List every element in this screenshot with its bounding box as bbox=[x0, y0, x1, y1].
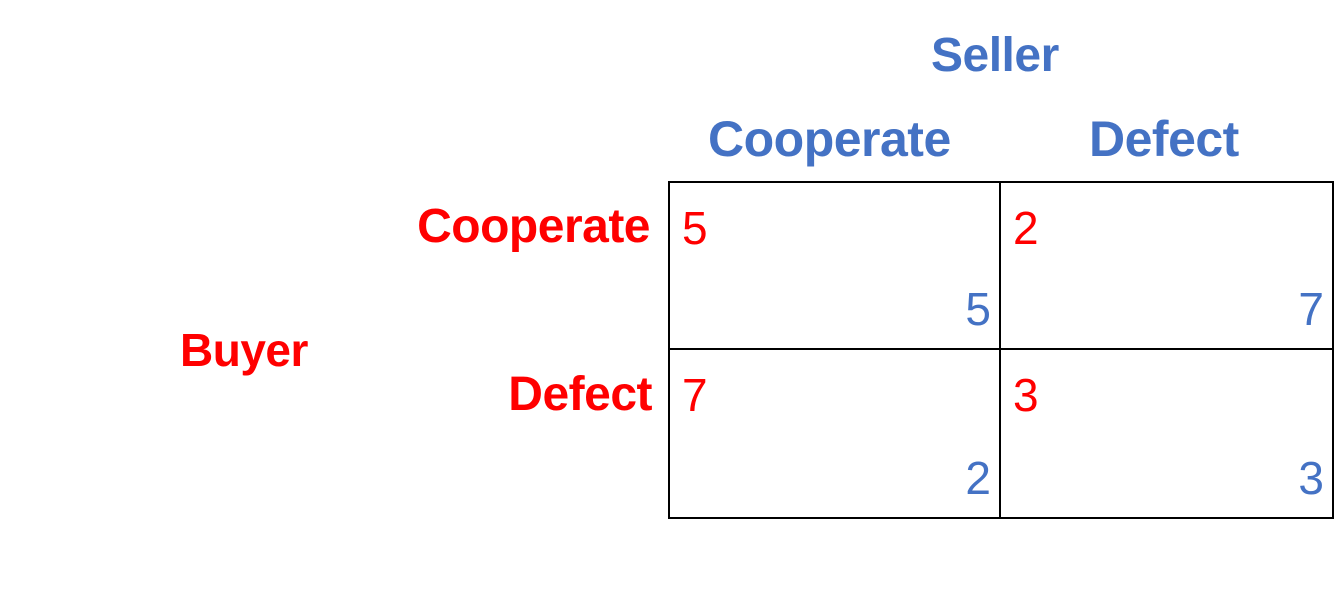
seller-payoff: 7 bbox=[1298, 283, 1324, 335]
row-strategy-defect: Defect bbox=[508, 368, 652, 421]
column-strategy-defect: Defect bbox=[1089, 111, 1239, 167]
column-strategy-cooperate: Cooperate bbox=[708, 111, 951, 167]
column-player-label: Seller bbox=[931, 29, 1059, 82]
matrix-cell-defect-cooperate: 7 2 bbox=[670, 350, 1001, 517]
buyer-payoff: 3 bbox=[1013, 369, 1039, 421]
seller-payoff: 2 bbox=[965, 452, 991, 504]
buyer-payoff: 7 bbox=[682, 369, 708, 421]
row-strategy-cooperate: Cooperate bbox=[417, 200, 650, 253]
matrix-cell-cooperate-cooperate: 5 5 bbox=[670, 183, 1001, 350]
matrix-cell-defect-defect: 3 3 bbox=[1001, 350, 1332, 517]
row-player-label: Buyer bbox=[180, 324, 308, 376]
payoff-matrix: 5 5 2 7 7 2 3 3 bbox=[668, 181, 1334, 519]
buyer-payoff: 5 bbox=[682, 202, 708, 254]
matrix-cell-cooperate-defect: 2 7 bbox=[1001, 183, 1332, 350]
buyer-payoff: 2 bbox=[1013, 202, 1039, 254]
seller-payoff: 5 bbox=[965, 283, 991, 335]
seller-payoff: 3 bbox=[1298, 452, 1324, 504]
